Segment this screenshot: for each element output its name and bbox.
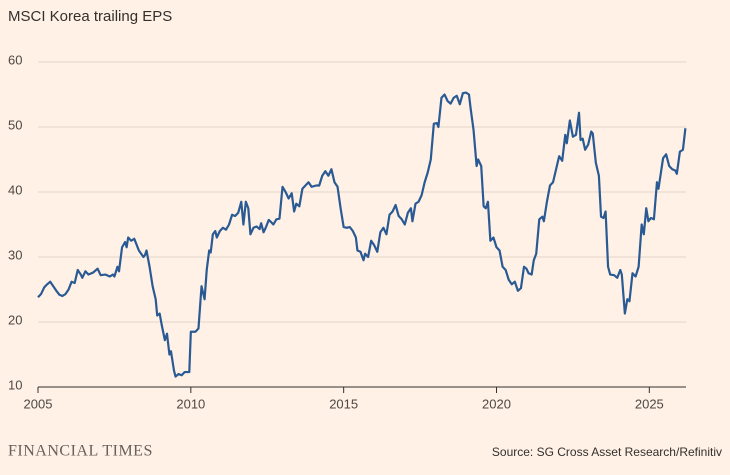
x-tick-label: 2020 (482, 396, 511, 411)
y-tick-label: 40 (8, 182, 22, 197)
y-tick-label: 20 (8, 312, 22, 327)
brand: FINANCIAL TIMES (8, 443, 153, 460)
y-tick-label: 30 (8, 247, 22, 262)
chart-title: MSCI Korea trailing EPS (8, 8, 172, 25)
x-tick-label: 2010 (176, 396, 205, 411)
x-tick-label: 2015 (329, 396, 358, 411)
line (37, 91, 687, 378)
y-tick-label: 10 (8, 377, 22, 392)
x-tick-label: 2025 (635, 396, 664, 411)
y-tick-label: 60 (8, 52, 22, 67)
x-tick-label: 2005 (24, 396, 53, 411)
source: Source: SG Cross Asset Research/Refiniti… (492, 445, 722, 459)
y-tick-label: 50 (8, 117, 22, 132)
